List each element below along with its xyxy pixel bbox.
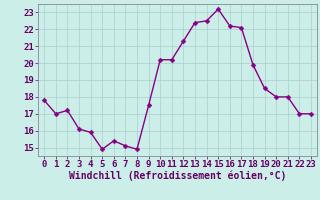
X-axis label: Windchill (Refroidissement éolien,°C): Windchill (Refroidissement éolien,°C) [69, 171, 286, 181]
